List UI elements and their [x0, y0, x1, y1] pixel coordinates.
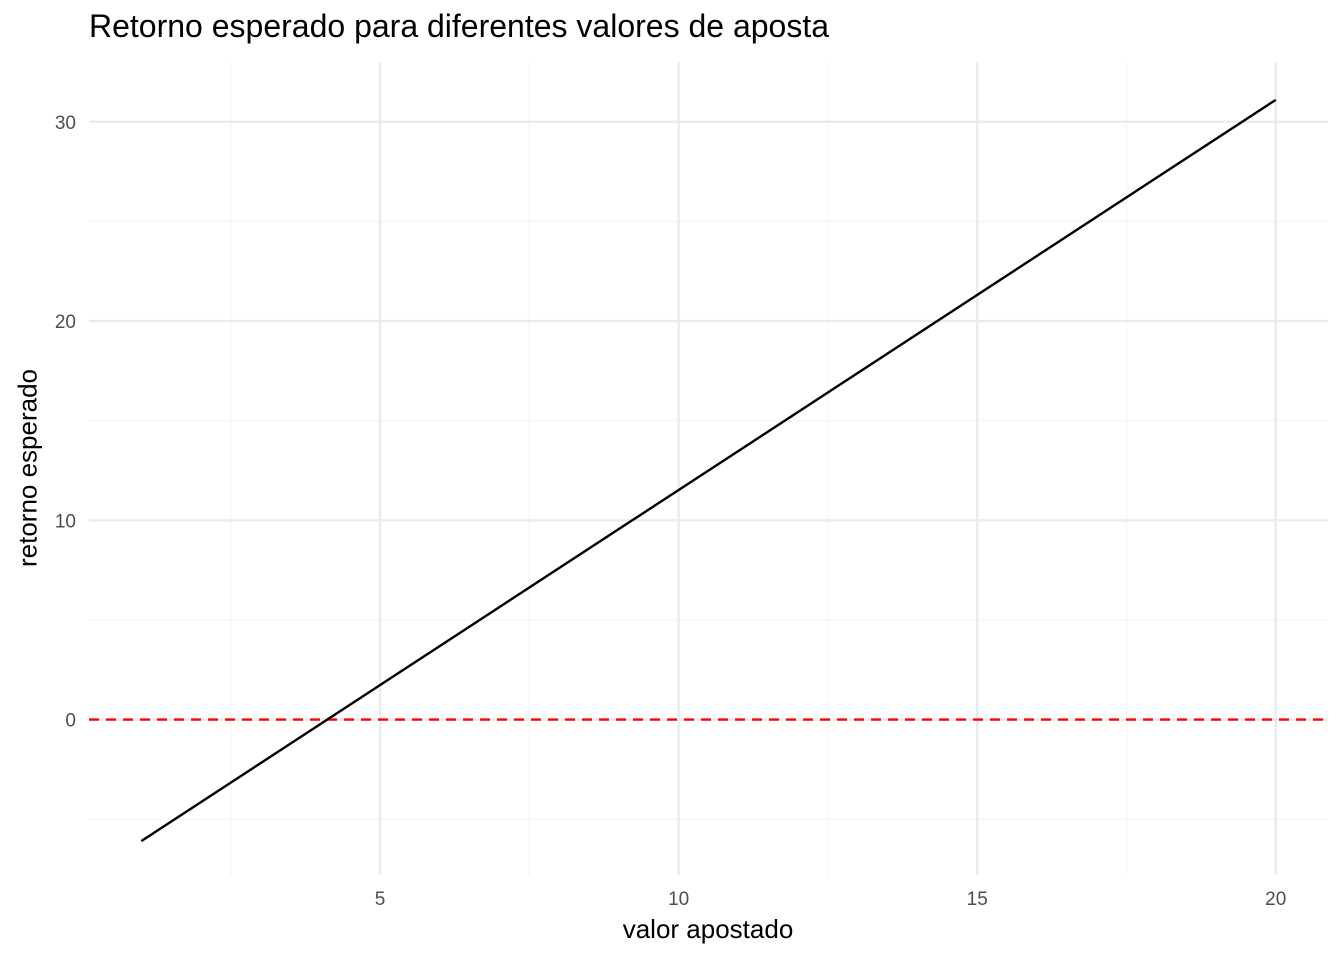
x-axis-label: valor apostado — [622, 914, 794, 944]
x-tick-label: 20 — [1265, 889, 1286, 910]
minor-gridlines — [89, 62, 1328, 875]
y-tick-label: 10 — [55, 511, 76, 532]
series-group — [140, 98, 1277, 843]
chart-title: Retorno esperado para diferentes valores… — [89, 8, 830, 44]
tick-labels: 5 10 15 20 0 10 20 30 — [55, 113, 1286, 910]
y-tick-label: 30 — [55, 113, 76, 134]
series-line — [140, 98, 1277, 843]
y-tick-label: 0 — [65, 711, 76, 732]
x-tick-label: 5 — [375, 889, 386, 910]
x-tick-label: 10 — [668, 889, 689, 910]
x-tick-label: 15 — [967, 889, 988, 910]
y-tick-label: 20 — [55, 312, 76, 333]
